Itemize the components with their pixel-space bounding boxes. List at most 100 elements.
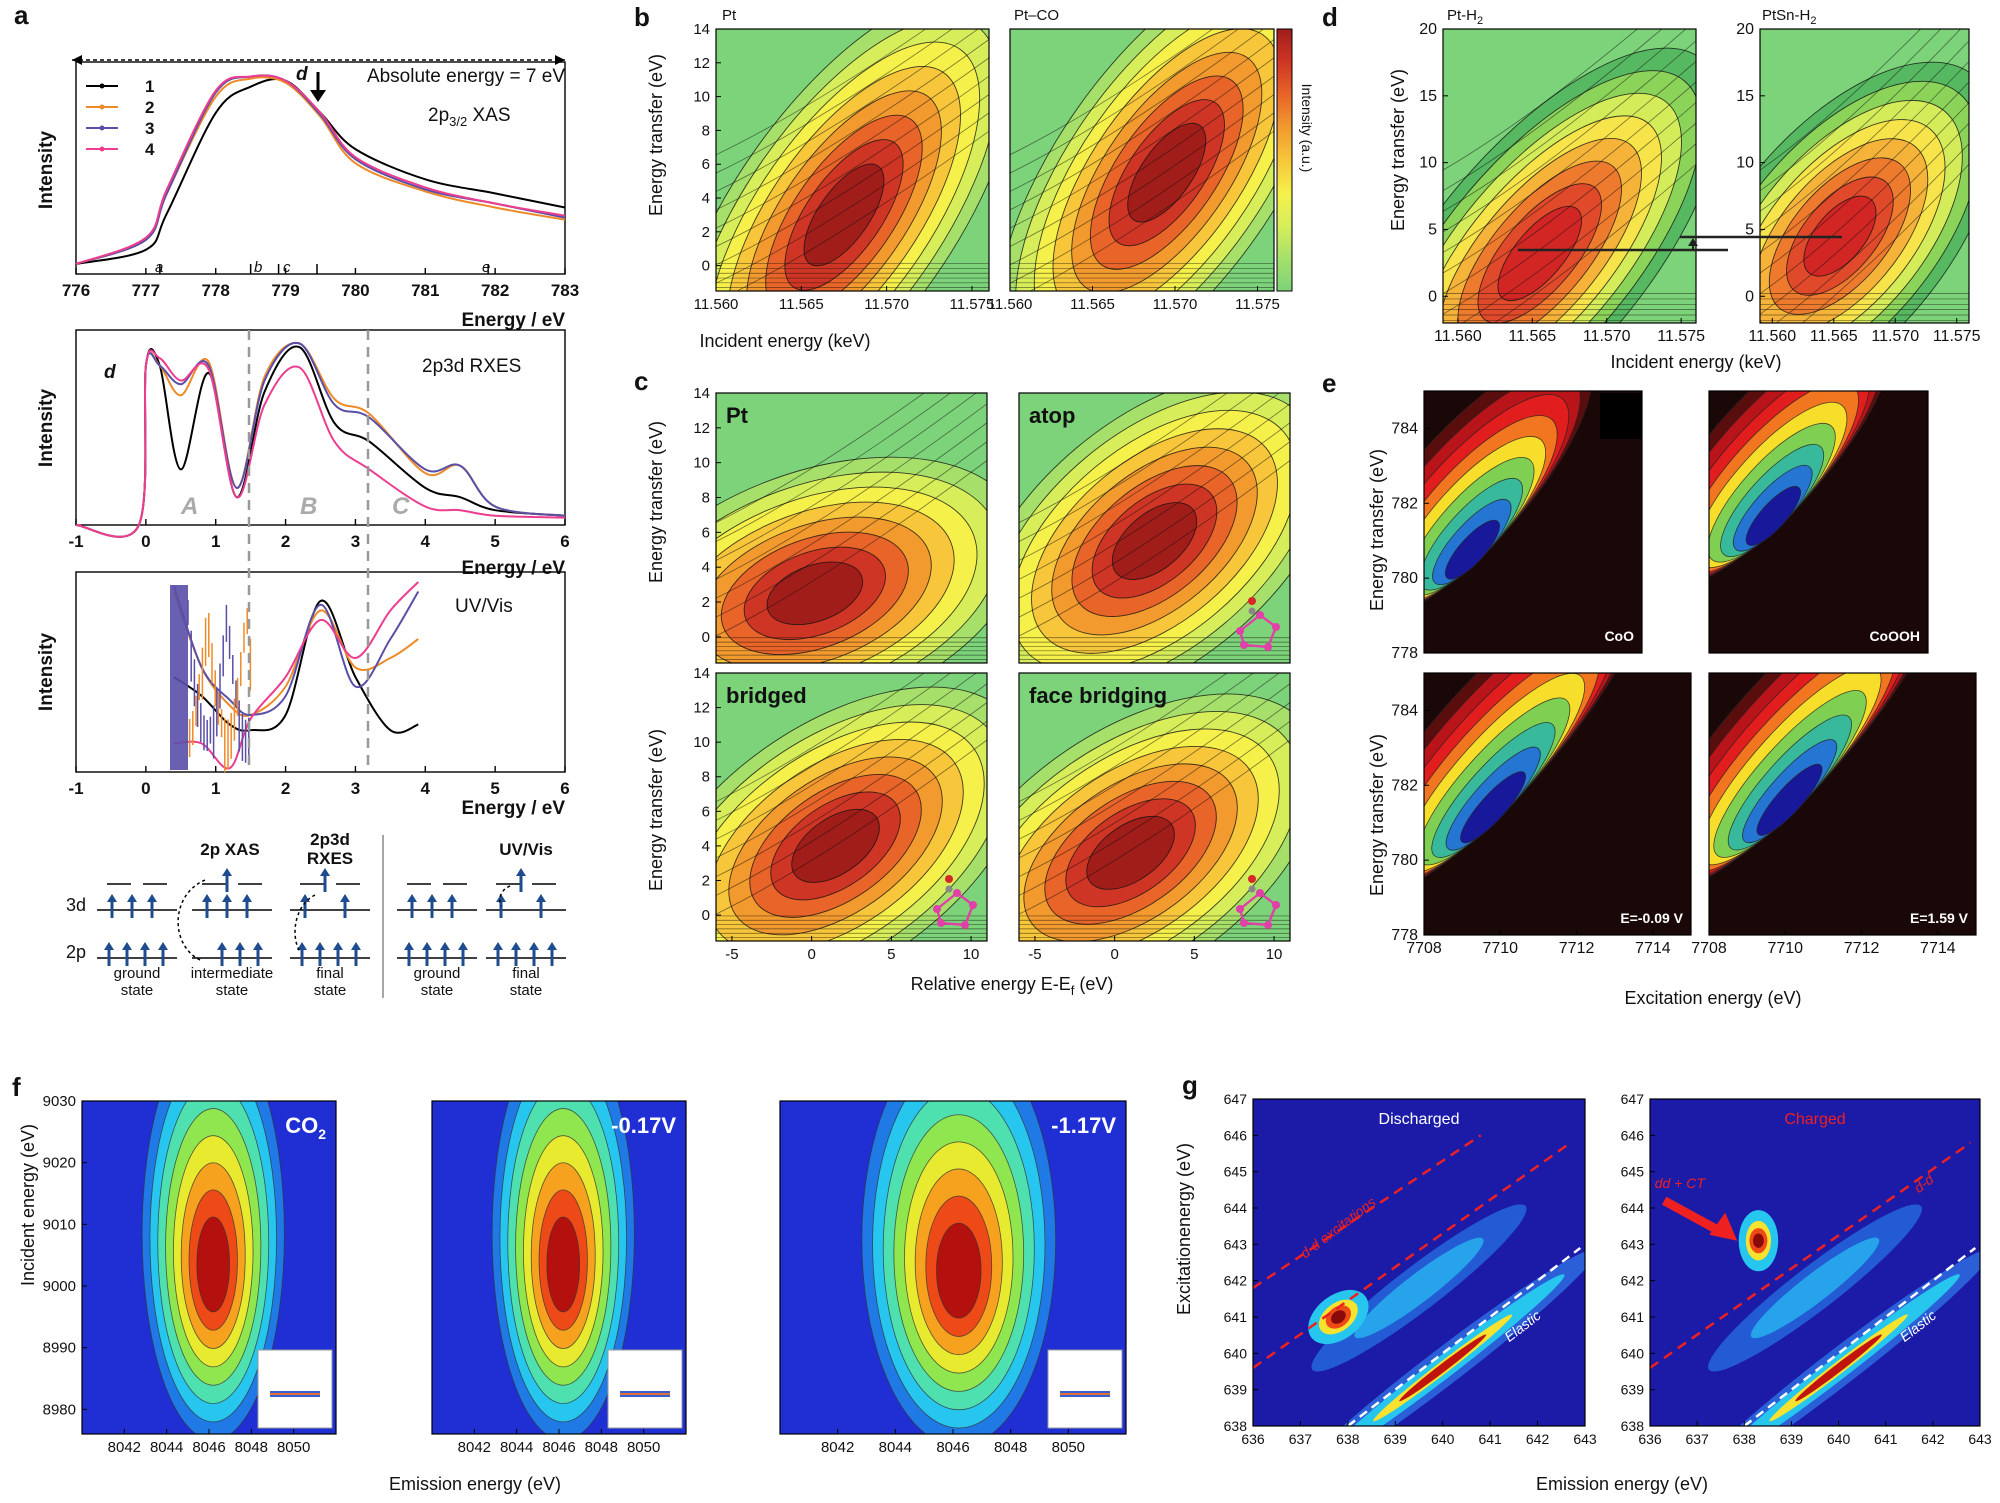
contour-level-8 — [1497, 205, 1582, 302]
map-frame — [1708, 672, 1977, 936]
contour-line — [1010, 75, 1274, 247]
heatmap-c-Pt — [716, 393, 987, 663]
x-tick-label: 7714 — [1635, 940, 1671, 957]
x-tick-label: 8042 — [458, 1439, 491, 1456]
panel-label-e: e — [1322, 368, 1336, 398]
y-tick-label: 8990 — [43, 1340, 76, 1357]
contour-line — [1019, 422, 1290, 599]
curve-a-bot-3 — [172, 585, 420, 717]
y-tick-label: 2 — [702, 224, 710, 241]
panel-label-b: b — [634, 2, 650, 32]
panel-a-uvvis-plot: Intensity Energy / eV UV/Vis -1 0 1 2 3 4 5 6 — [36, 571, 570, 819]
x-tick-label: 7710 — [1767, 940, 1803, 957]
rxes-ylabel: Intensity — [36, 389, 57, 468]
rxes-x-ticks: -1 0 1 2 3 4 5 6 — [68, 519, 570, 551]
contour-line — [736, 130, 989, 291]
mark-c: c — [283, 259, 291, 276]
panel-label-a: a — [14, 0, 29, 30]
x-tick-label: 637 — [1685, 1431, 1709, 1447]
heatmap-c-atop — [1019, 393, 1290, 663]
x-tick-label: 8048 — [585, 1439, 618, 1456]
map-frame — [1442, 28, 1697, 324]
y-tick-label: 0 — [1745, 288, 1754, 305]
tick-label: 1 — [211, 532, 220, 551]
x-tick-label: 8044 — [879, 1439, 912, 1456]
contour-line — [1760, 102, 1969, 294]
rxes-mark-d: d — [104, 362, 116, 383]
spin-arrow-head — [447, 894, 457, 902]
panel-c-ylabel-bottom: Energy transfer (eV) — [646, 729, 666, 891]
y-tick-label: 15 — [1419, 88, 1437, 105]
y-tick-label: 780 — [1391, 852, 1418, 869]
tick-label: 2 — [281, 779, 290, 798]
x-tick-label: 5 — [887, 946, 895, 963]
contour-line — [1010, 29, 1240, 174]
spin-arrow-head — [351, 942, 361, 950]
x-tick-label: 8046 — [542, 1439, 575, 1456]
uvvis-ylabel: Intensity — [36, 633, 57, 712]
y-tick-label: 20 — [1736, 21, 1754, 38]
contour-line — [1019, 393, 1255, 542]
spin-arrow-head — [496, 894, 506, 902]
cluster-icon — [1236, 597, 1280, 651]
dd-dashed-line — [1650, 1141, 1972, 1369]
spin-arrow-head — [407, 894, 417, 902]
legend-marker-1 — [99, 83, 105, 89]
y-tick-label: 778 — [1391, 645, 1418, 662]
spin-arrow-head — [127, 894, 137, 902]
y-tick-label: 6 — [702, 156, 710, 173]
x-tick-label: 5 — [1190, 946, 1198, 963]
contour-line — [1019, 702, 1290, 878]
spin-arrow-head — [516, 868, 526, 876]
contour-line — [716, 673, 952, 821]
x-tick-label: 642 — [1921, 1431, 1945, 1447]
y-tick-label: 643 — [1621, 1236, 1645, 1252]
contour-line — [716, 460, 987, 637]
tick-label: 4 — [421, 532, 431, 551]
uvvis-axes-frame — [75, 571, 566, 773]
tick-label: 776 — [62, 281, 90, 300]
y-tick-label: 10 — [1736, 155, 1754, 172]
spin-arrow-head — [147, 894, 157, 902]
panel-e-sub-3: E=1.59 V — [1910, 910, 1969, 926]
panel-d-shift-lines — [1518, 235, 1842, 252]
x-tick-label: 641 — [1478, 1431, 1502, 1447]
legend-marker-4 — [99, 146, 105, 152]
panel-a-rxes-plot: Intensity Energy / eV 2p3d RXES d -1 0 1 2 3… — [36, 329, 570, 579]
contour-level-8 — [1127, 122, 1207, 223]
contour-line — [1443, 61, 1696, 253]
y-tick-label: 640 — [1621, 1345, 1645, 1361]
y-tick-label: 5 — [1745, 221, 1754, 238]
scheme-intermediate-b: state — [216, 982, 249, 999]
tick-label: 0 — [141, 779, 150, 798]
x-tick-label: 8046 — [192, 1439, 225, 1456]
panel-e-ylabel-bottom: Energy transfer (eV) — [1367, 734, 1387, 896]
panel-label-g: g — [1182, 1070, 1198, 1100]
contour-line — [716, 720, 987, 896]
contour-line — [716, 29, 927, 156]
y-tick-label: 780 — [1391, 570, 1418, 587]
spin-arrow-head — [422, 942, 432, 950]
y-tick-label: 639 — [1621, 1382, 1645, 1398]
y-tick-label: 784 — [1391, 702, 1418, 719]
x-tick-label: 638 — [1733, 1431, 1757, 1447]
y-tick-label: 646 — [1621, 1127, 1645, 1143]
xas-ylabel: Intensity — [36, 131, 57, 210]
tick-label: 0 — [141, 532, 150, 551]
y-tick-label: 0 — [702, 629, 710, 646]
molecule-inset-2 — [1047, 1349, 1123, 1429]
panel-f-sub-2: -1.17V — [1051, 1113, 1116, 1138]
y-tick-label: 15 — [1736, 88, 1754, 105]
x-tick-label: 0 — [807, 946, 815, 963]
spin-arrow-head — [217, 942, 227, 950]
curve-a-mid-4 — [75, 349, 566, 538]
y-tick-label: 638 — [1224, 1418, 1248, 1434]
panel-e-sub-1: CoOOH — [1869, 628, 1920, 644]
y-tick-label: 647 — [1621, 1091, 1645, 1107]
arrow-left-head — [72, 55, 82, 65]
panel-d-xlabel: Incident energy (keV) — [1610, 352, 1781, 372]
heatmap-e-3 — [1709, 673, 1976, 935]
heatmap-b-Pt–CO — [1010, 29, 1274, 291]
